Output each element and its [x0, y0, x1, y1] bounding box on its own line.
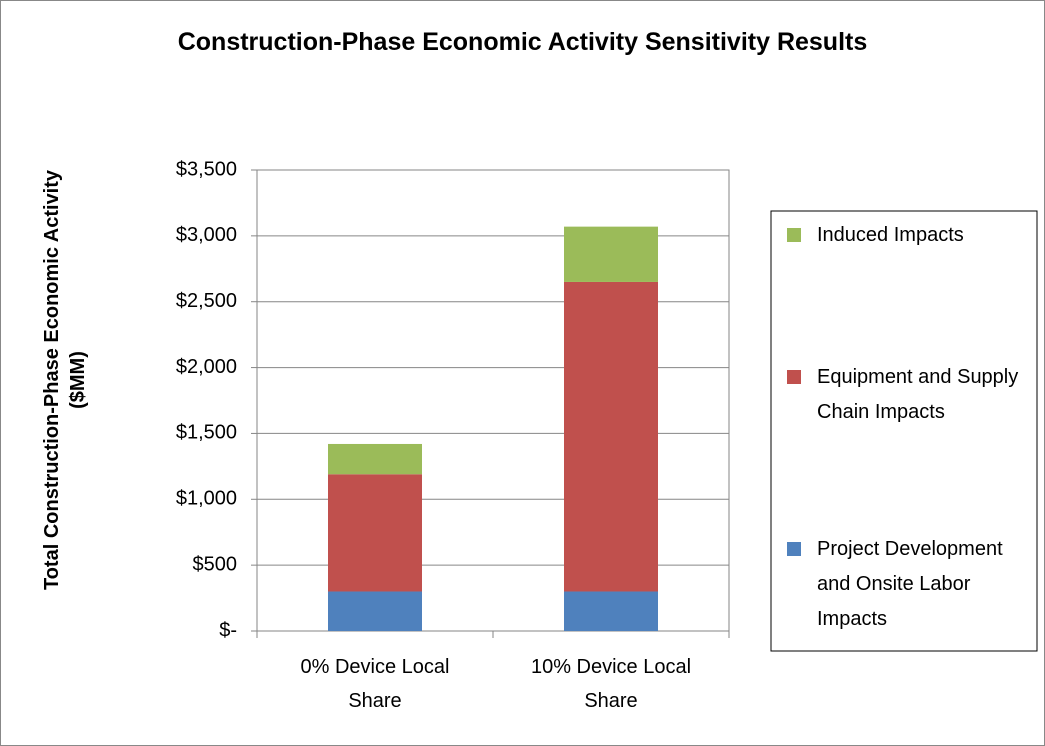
y-tick-label: $-	[219, 619, 237, 641]
bar-segment	[328, 591, 422, 631]
legend-box	[770, 210, 1038, 652]
y-tick-label: $2,000	[176, 356, 237, 378]
legend-swatch	[787, 370, 801, 384]
y-axis-title: Total Construction-Phase Economic Activi…	[41, 169, 89, 591]
y-tick-label: $3,500	[176, 158, 237, 180]
y-tick-label: $1,500	[176, 422, 237, 444]
bar-segment	[328, 443, 422, 475]
legend-label: Project Development and Onsite Labor Imp…	[817, 538, 1003, 630]
x-tick-label: 0% Device Local Share	[300, 656, 450, 712]
x-tick-label: 10% Device Local Share	[530, 656, 692, 712]
bar-segment	[328, 474, 422, 592]
legend-label: Equipment and Supply Chain Impacts	[817, 366, 1019, 423]
legend-swatch	[787, 228, 801, 242]
y-tick-label: $500	[193, 553, 238, 575]
bar-segment	[564, 591, 658, 631]
legend-swatch	[787, 542, 801, 556]
chart-title: Construction-Phase Economic Activity Sen…	[177, 28, 868, 56]
plot-border	[256, 169, 730, 632]
bar-segment	[564, 226, 658, 282]
y-tick-label: $2,500	[176, 290, 237, 312]
bar-segment	[564, 281, 658, 592]
y-tick-label: $3,000	[176, 224, 237, 246]
legend-label: Induced Impacts	[817, 224, 964, 246]
y-tick-label: $1,000	[176, 488, 237, 510]
